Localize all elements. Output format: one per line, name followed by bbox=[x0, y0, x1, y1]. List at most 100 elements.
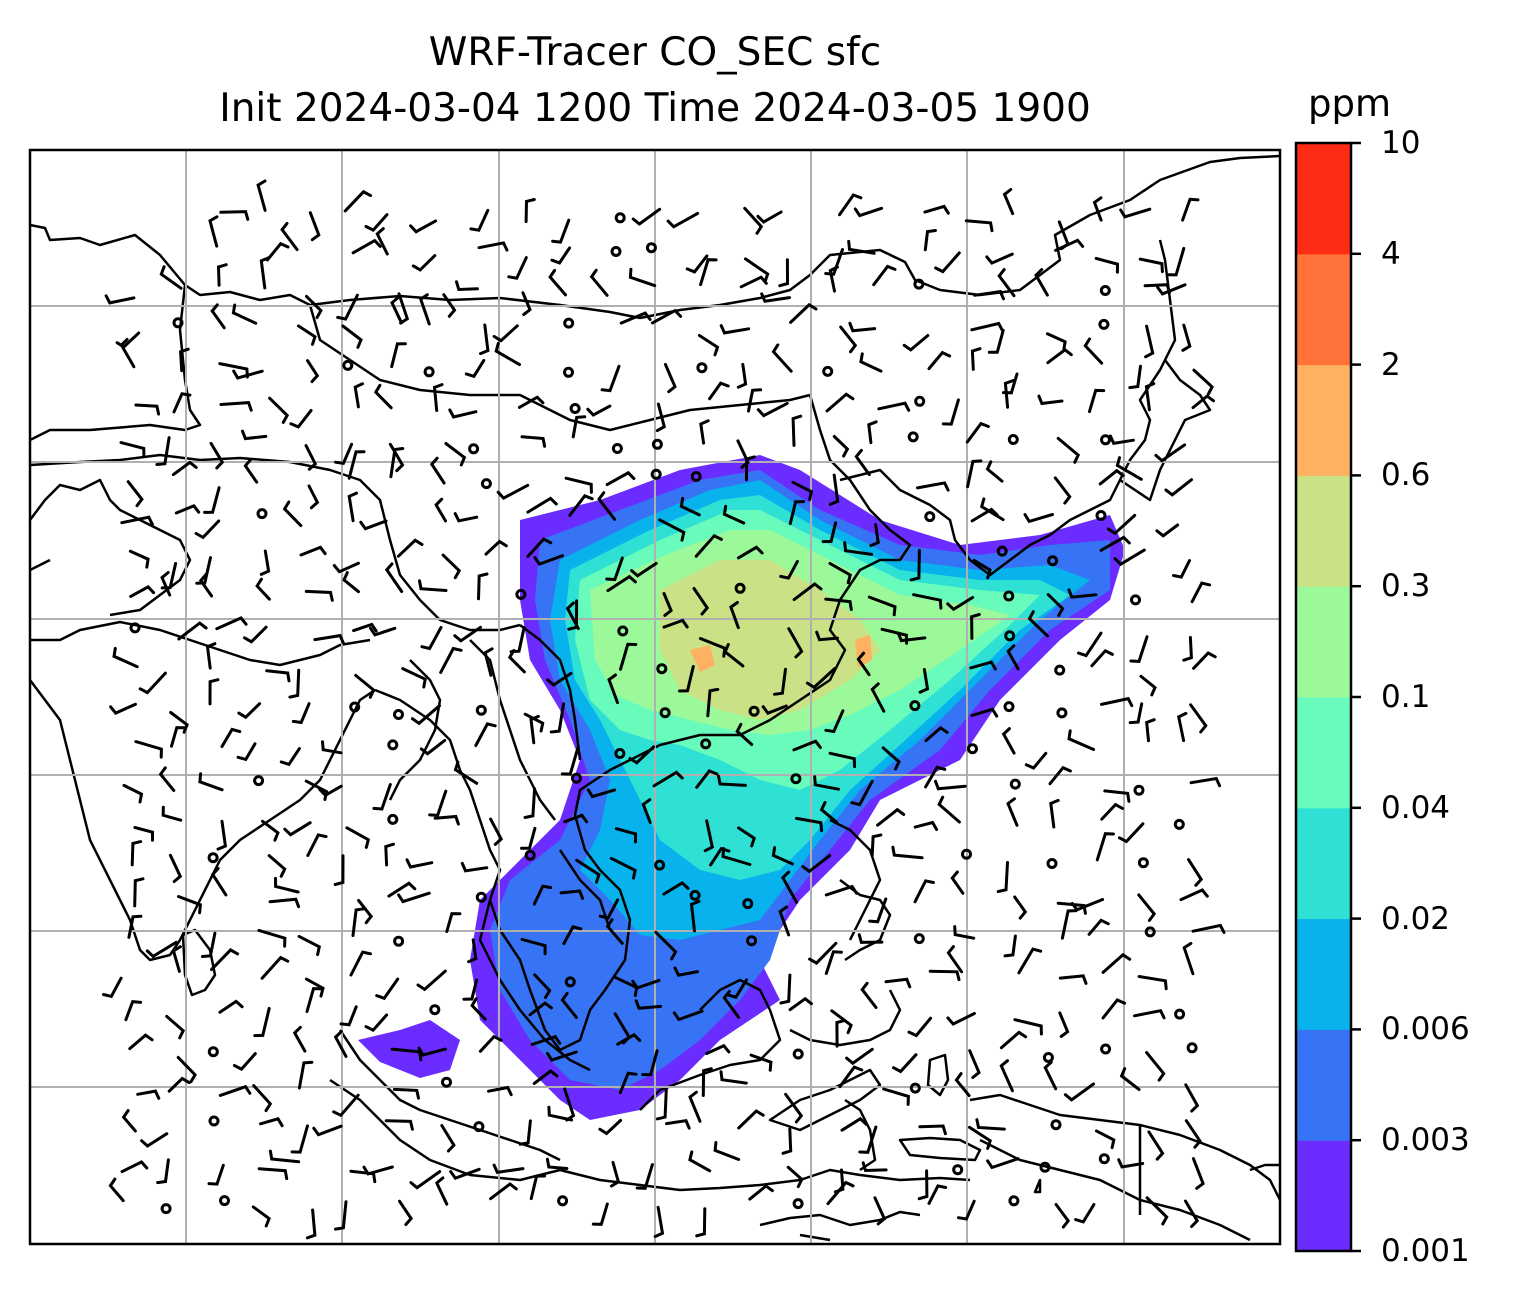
wind-barb bbox=[104, 294, 136, 305]
wind-barb bbox=[409, 219, 438, 234]
wind-barb bbox=[662, 881, 690, 896]
wind-barb bbox=[307, 484, 320, 510]
wind-barb bbox=[529, 714, 540, 745]
wind-barb bbox=[967, 1125, 992, 1150]
wind-barb bbox=[928, 969, 961, 982]
wind-barb bbox=[289, 408, 313, 429]
wind-barb bbox=[892, 1053, 918, 1074]
wind-barb bbox=[255, 577, 271, 601]
wind-barb bbox=[547, 1105, 574, 1122]
wind-barb bbox=[848, 321, 877, 333]
wind-barb bbox=[786, 1165, 804, 1189]
wind-barb bbox=[924, 726, 949, 743]
wind-barb bbox=[1191, 1157, 1205, 1190]
wind-barb bbox=[532, 884, 553, 906]
wind-barb bbox=[1046, 593, 1065, 617]
wind-barb bbox=[549, 702, 566, 734]
wind-barb bbox=[1179, 888, 1209, 902]
wind-barb bbox=[529, 1174, 547, 1201]
wind-barb bbox=[507, 256, 528, 280]
wind-barb bbox=[918, 668, 930, 694]
calm-wind-circle bbox=[253, 775, 265, 787]
wind-barb bbox=[709, 846, 731, 867]
wind-barb bbox=[159, 265, 183, 290]
wind-barb bbox=[858, 1125, 878, 1154]
wind-barb bbox=[699, 258, 718, 287]
wind-barb bbox=[692, 587, 710, 616]
wind-barb bbox=[267, 854, 287, 878]
wind-barb bbox=[409, 1170, 442, 1190]
wind-barb bbox=[1013, 1018, 1043, 1036]
wind-barb bbox=[722, 504, 746, 525]
wind-barb bbox=[999, 1030, 1028, 1050]
wind-barb bbox=[884, 977, 912, 989]
wind-barb bbox=[1088, 388, 1106, 414]
wind-barb bbox=[397, 292, 410, 325]
wind-barb bbox=[312, 1124, 343, 1137]
wind-barb bbox=[1166, 246, 1186, 277]
wind-barb bbox=[1017, 947, 1043, 975]
wind-barb bbox=[1087, 918, 1110, 936]
wind-barb bbox=[453, 512, 479, 523]
wind-barb bbox=[635, 1163, 654, 1190]
wind-barb bbox=[288, 668, 301, 699]
wind-barb bbox=[434, 497, 447, 523]
wind-barb bbox=[1190, 581, 1212, 604]
wind-barb bbox=[359, 519, 388, 531]
wind-barb bbox=[259, 549, 271, 576]
wind-barb bbox=[913, 879, 935, 904]
wind-barb bbox=[1187, 858, 1204, 887]
tracer-band-0.001-isle bbox=[358, 1020, 460, 1078]
wind-barb bbox=[695, 1207, 707, 1238]
calm-wind-circle bbox=[1054, 664, 1066, 676]
wind-barb bbox=[856, 651, 871, 677]
wind-barb bbox=[854, 448, 871, 477]
wind-barb bbox=[705, 1043, 731, 1055]
wind-barb bbox=[341, 324, 363, 349]
wind-barb bbox=[518, 1119, 532, 1146]
wind-barb bbox=[909, 548, 921, 582]
wind-barb bbox=[477, 572, 489, 601]
wind-barb bbox=[970, 613, 981, 640]
calm-wind-circle bbox=[792, 1198, 804, 1210]
calm-wind-circle bbox=[1174, 1008, 1186, 1020]
calm-wind-circle bbox=[1003, 590, 1015, 602]
wind-barb bbox=[1067, 729, 1096, 751]
wind-barb bbox=[161, 805, 183, 822]
wind-barb bbox=[853, 206, 884, 218]
calm-wind-circle bbox=[650, 468, 662, 480]
wind-barb bbox=[195, 556, 212, 585]
colorbar bbox=[1294, 141, 1361, 1253]
wind-barb bbox=[550, 246, 572, 265]
wind-barb bbox=[706, 687, 720, 718]
calm-wind-circle bbox=[790, 773, 802, 785]
colorbar-tick-label: 0.001 bbox=[1381, 1233, 1470, 1269]
wind-barb bbox=[744, 257, 770, 284]
wind-barb bbox=[548, 268, 567, 297]
wind-barb bbox=[470, 997, 487, 1021]
wind-barb bbox=[433, 814, 460, 826]
calm-wind-circle bbox=[1003, 701, 1015, 713]
wind-barb bbox=[559, 889, 585, 900]
wind-barb bbox=[268, 897, 301, 909]
calm-wind-circle bbox=[129, 622, 141, 634]
wind-barb bbox=[1181, 197, 1200, 222]
wind-barb bbox=[334, 442, 354, 465]
wind-barb bbox=[872, 264, 897, 287]
wind-barb bbox=[756, 401, 789, 418]
wind-barb bbox=[268, 396, 290, 424]
wind-barb bbox=[614, 827, 637, 844]
wind-barb bbox=[416, 969, 447, 992]
calm-wind-circle bbox=[160, 1203, 172, 1215]
wind-barb bbox=[253, 1006, 271, 1038]
wind-barb bbox=[946, 945, 964, 974]
wind-barb bbox=[520, 937, 547, 956]
colorbar-tick-label: 0.3 bbox=[1381, 568, 1431, 605]
wind-barb bbox=[970, 707, 999, 718]
calm-wind-circle bbox=[480, 478, 492, 490]
wind-barb bbox=[708, 381, 730, 401]
wind-barb bbox=[658, 518, 686, 542]
wind-barb bbox=[259, 1117, 284, 1128]
wind-barb bbox=[1058, 974, 1088, 985]
wind-barb bbox=[172, 392, 192, 414]
